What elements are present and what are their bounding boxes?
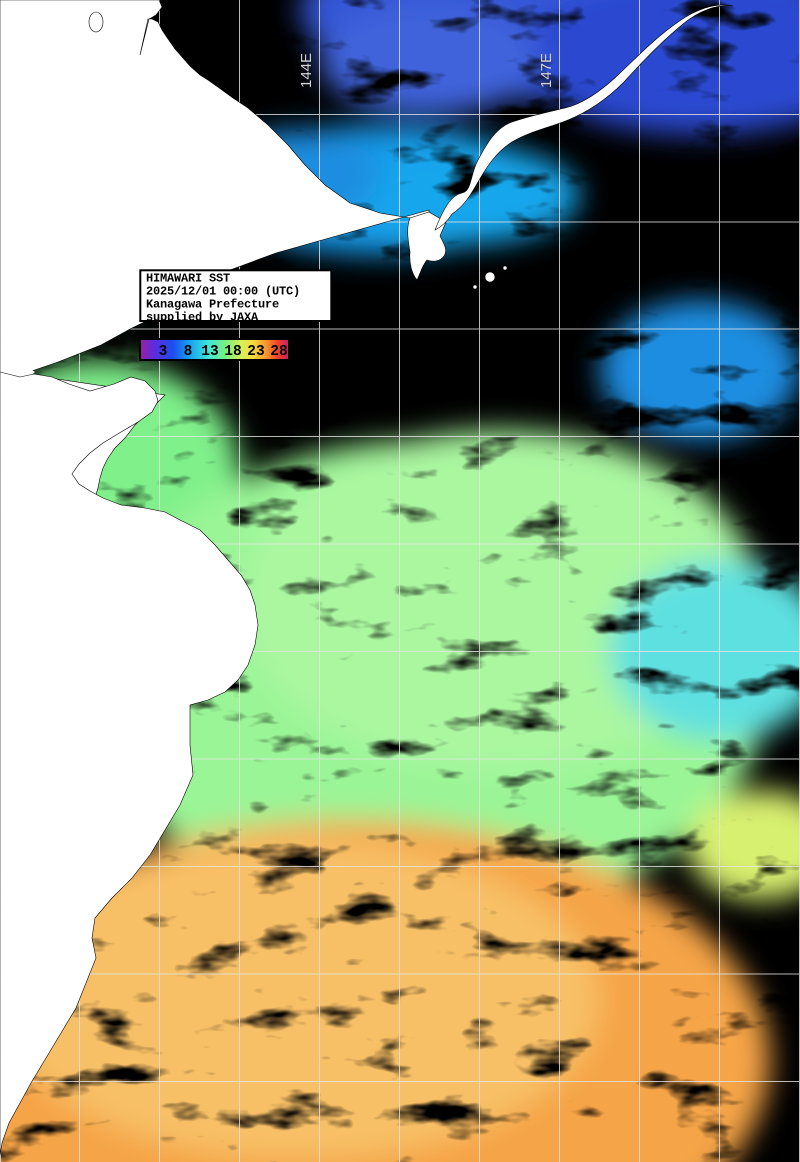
svg-text:144E: 144E [298, 53, 315, 88]
svg-text:8: 8 [184, 344, 193, 360]
svg-text:supplied by JAXA: supplied by JAXA [146, 311, 259, 325]
svg-text:18: 18 [224, 344, 241, 360]
svg-text:147E: 147E [538, 53, 555, 88]
svg-text:28: 28 [270, 344, 287, 360]
svg-text:13: 13 [201, 344, 218, 360]
svg-text:Kanagawa Prefecture: Kanagawa Prefecture [146, 298, 279, 312]
svg-text:3: 3 [159, 344, 168, 360]
svg-text:2025/12/01 00:00 (UTC): 2025/12/01 00:00 (UTC) [146, 285, 300, 299]
svg-text:23: 23 [247, 344, 264, 360]
svg-text:HIMAWARI SST: HIMAWARI SST [146, 272, 230, 286]
